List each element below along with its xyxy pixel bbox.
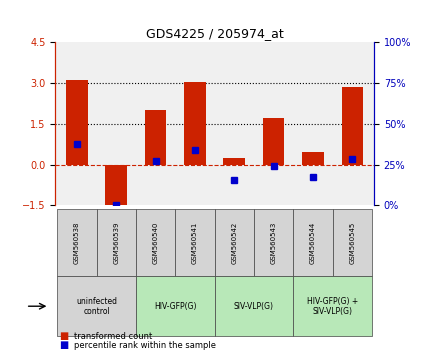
Bar [263, 119, 284, 165]
Bar [293, 276, 372, 336]
Bar [96, 209, 136, 276]
Text: GSM560539: GSM560539 [113, 221, 119, 264]
Bar [342, 87, 363, 165]
Text: GSM560538: GSM560538 [74, 221, 80, 264]
Bar [333, 209, 372, 276]
Bar [105, 165, 127, 207]
Text: GSM560544: GSM560544 [310, 221, 316, 264]
Bar [136, 209, 175, 276]
Bar [175, 209, 215, 276]
Text: ■: ■ [60, 340, 69, 350]
Text: GSM560545: GSM560545 [349, 221, 355, 264]
Bar [145, 110, 167, 165]
Bar [224, 158, 245, 165]
Text: transformed count: transformed count [74, 332, 153, 341]
Text: percentile rank within the sample: percentile rank within the sample [74, 341, 216, 350]
Bar [215, 276, 293, 336]
Text: uninfected
control: uninfected control [76, 297, 117, 316]
Title: GDS4225 / 205974_at: GDS4225 / 205974_at [146, 27, 283, 40]
Text: HIV-GFP(G): HIV-GFP(G) [154, 302, 196, 311]
Text: GSM560543: GSM560543 [271, 221, 277, 264]
Bar [136, 276, 215, 336]
Bar [293, 209, 333, 276]
Bar [57, 209, 96, 276]
Text: GSM560540: GSM560540 [153, 221, 159, 264]
Bar [215, 209, 254, 276]
Text: SIV-VLP(G): SIV-VLP(G) [234, 302, 274, 311]
Bar [302, 153, 324, 165]
Bar [57, 276, 136, 336]
Bar [254, 209, 293, 276]
Bar [184, 82, 206, 165]
Text: HIV-GFP(G) +
SIV-VLP(G): HIV-GFP(G) + SIV-VLP(G) [307, 297, 358, 316]
Text: GSM560541: GSM560541 [192, 221, 198, 264]
Text: GSM560542: GSM560542 [231, 221, 237, 264]
Bar [66, 80, 88, 165]
Text: ■: ■ [60, 331, 69, 341]
